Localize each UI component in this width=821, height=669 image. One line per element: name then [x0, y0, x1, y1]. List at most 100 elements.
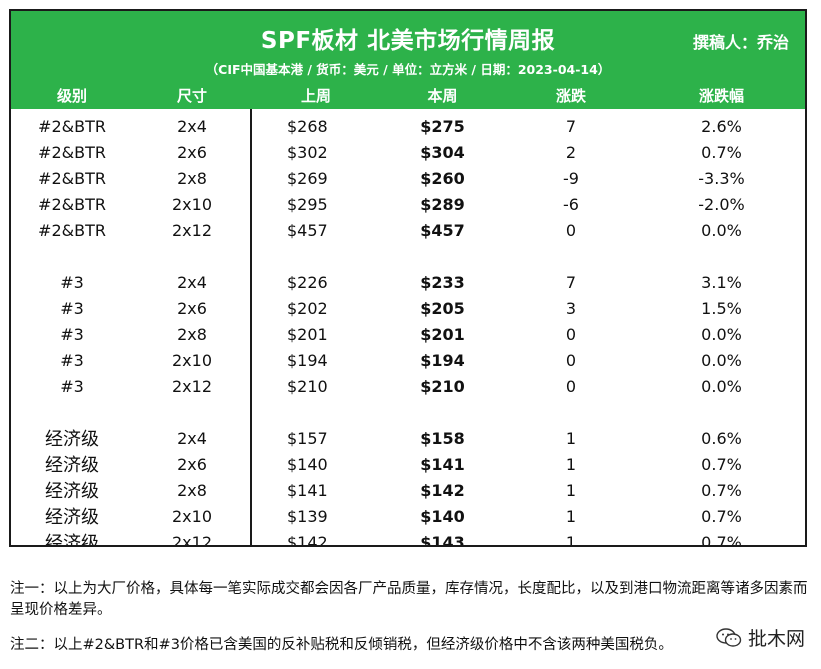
column-divider: [250, 109, 252, 545]
size-cell: 2x12: [171, 532, 212, 547]
price-report-table: SPF板材 北美市场行情周报 撰稿人：乔治 （CIF中国基本港 / 货币：美元 …: [9, 9, 807, 547]
table-body: #2&BTR 2x4 $268 $275 7 2.6% #2&BTR 2x6 $302 $304 2…: [11, 109, 805, 545]
last-week-cell: $226: [287, 272, 328, 292]
grade-cell: #2&BTR: [38, 194, 106, 214]
column-header-last-week: 上周: [300, 86, 331, 105]
size-cell: 2x12: [171, 376, 212, 396]
this-week-cell: $140: [420, 506, 465, 526]
column-header-grade: 级别: [56, 86, 87, 105]
table-row: #3 2x12 $210 $210 0 0.0%: [11, 373, 805, 399]
row-group-1: #2&BTR 2x4 $268 $275 7 2.6% #2&BTR 2x6 $302 $304 2…: [11, 113, 805, 243]
change-pct-cell: 0.0%: [701, 324, 742, 344]
report-header: SPF板材 北美市场行情周报 撰稿人：乔治 （CIF中国基本港 / 货币：美元 …: [11, 11, 805, 109]
grade-cell: #3: [60, 324, 84, 344]
change-pct-cell: 1.5%: [701, 298, 742, 318]
change-pct-cell: 0.7%: [701, 454, 742, 474]
size-cell: 2x10: [171, 506, 212, 526]
table-row: #2&BTR 2x8 $269 $260 -9 -3.3%: [11, 165, 805, 191]
table-row: #2&BTR 2x10 $295 $289 -6 -2.0%: [11, 191, 805, 217]
size-cell: 2x8: [177, 324, 207, 344]
this-week-cell: $158: [420, 428, 465, 448]
table-row: #3 2x4 $226 $233 7 3.1%: [11, 269, 805, 295]
this-week-cell: $194: [420, 350, 465, 370]
change-cell: 0: [565, 350, 577, 370]
grade-cell: #2&BTR: [38, 116, 106, 136]
size-cell: 2x8: [177, 168, 207, 188]
table-row: #2&BTR 2x12 $457 $457 0 0.0%: [11, 217, 805, 243]
this-week-cell: $260: [420, 168, 465, 188]
change-pct-cell: 0.6%: [701, 428, 742, 448]
this-week-cell: $201: [420, 324, 465, 344]
grade-cell: #3: [60, 272, 84, 292]
change-cell: -6: [563, 194, 579, 214]
this-week-cell: $142: [420, 480, 465, 500]
table-row: #3 2x10 $194 $194 0 0.0%: [11, 347, 805, 373]
this-week-cell: $143: [420, 532, 465, 547]
column-header-this-week: 本周: [427, 86, 458, 105]
note-1: 注一：以上为大厂价格，具体每一笔实际成交都会因各厂产品质量，库存情况，长度配比，…: [10, 581, 808, 618]
this-week-cell: $275: [420, 116, 465, 136]
this-week-cell: $289: [420, 194, 465, 214]
change-pct-cell: 0.7%: [701, 532, 742, 547]
table-row: 经济级 2x4 $157 $158 1 0.6%: [11, 425, 805, 451]
report-subtitle: （CIF中国基本港 / 货币：美元 / 单位：立方米 / 日期：2023-04-…: [205, 62, 611, 77]
this-week-cell: $304: [420, 142, 465, 162]
change-pct-cell: 0.7%: [701, 480, 742, 500]
size-cell: 2x6: [177, 298, 207, 318]
this-week-cell: $210: [420, 376, 465, 396]
size-cell: 2x4: [177, 116, 207, 136]
grade-cell: 经济级: [45, 507, 99, 528]
wechat-icon: [716, 627, 742, 648]
grade-cell: #3: [60, 376, 84, 396]
column-header-change: 涨跌: [555, 86, 586, 105]
this-week-cell: $205: [420, 298, 465, 318]
size-cell: 2x12: [171, 220, 212, 240]
grade-cell: #2&BTR: [38, 142, 106, 162]
grade-cell: #3: [60, 350, 84, 370]
column-header-change-pct: 涨跌幅: [698, 86, 744, 105]
column-headers: 级别 尺寸 上周 本周 涨跌 涨跌幅: [11, 83, 805, 107]
change-pct-cell: 0.0%: [701, 220, 742, 240]
last-week-cell: $302: [287, 142, 328, 162]
last-week-cell: $202: [287, 298, 328, 318]
size-cell: 2x10: [171, 194, 212, 214]
size-cell: 2x6: [177, 142, 207, 162]
change-cell: 2: [565, 142, 577, 162]
last-week-cell: $457: [287, 220, 328, 240]
grade-cell: 经济级: [45, 429, 99, 450]
change-pct-cell: 0.7%: [701, 142, 742, 162]
note-2: 注二：以上#2&BTR和#3价格已含美国的反补贴税和反倾销税，但经济级价格中不含…: [10, 637, 673, 653]
this-week-cell: $457: [420, 220, 465, 240]
row-group-2: #3 2x4 $226 $233 7 3.1% #3 2x6 $202 $205 3 1.5% #3 2x…: [11, 269, 805, 399]
report-author: 撰稿人：乔治: [692, 33, 789, 52]
table-row: 经济级 2x10 $139 $140 1 0.7%: [11, 503, 805, 529]
change-cell: 1: [565, 454, 577, 474]
change-cell: 1: [565, 506, 577, 526]
last-week-cell: $268: [287, 116, 328, 136]
last-week-cell: $210: [287, 376, 328, 396]
change-cell: 0: [565, 324, 577, 344]
last-week-cell: $157: [287, 428, 328, 448]
watermark: 批木网: [716, 624, 805, 651]
table-row: 经济级 2x6 $140 $141 1 0.7%: [11, 451, 805, 477]
change-cell: 1: [565, 480, 577, 500]
change-pct-cell: 3.1%: [701, 272, 742, 292]
last-week-cell: $194: [287, 350, 328, 370]
change-cell: 7: [565, 272, 577, 292]
table-row: 经济级 2x12 $142 $143 1 0.7%: [11, 529, 805, 547]
last-week-cell: $295: [287, 194, 328, 214]
this-week-cell: $233: [420, 272, 465, 292]
this-week-cell: $141: [420, 454, 465, 474]
change-cell: 1: [565, 532, 577, 547]
change-pct-cell: 2.6%: [701, 116, 742, 136]
last-week-cell: $139: [287, 506, 328, 526]
last-week-cell: $201: [287, 324, 328, 344]
last-week-cell: $269: [287, 168, 328, 188]
last-week-cell: $141: [287, 480, 328, 500]
last-week-cell: $142: [287, 532, 328, 547]
change-pct-cell: 0.0%: [701, 376, 742, 396]
change-pct-cell: -2.0%: [698, 194, 745, 214]
grade-cell: 经济级: [45, 455, 99, 476]
grade-cell: 经济级: [45, 533, 99, 547]
size-cell: 2x6: [177, 454, 207, 474]
